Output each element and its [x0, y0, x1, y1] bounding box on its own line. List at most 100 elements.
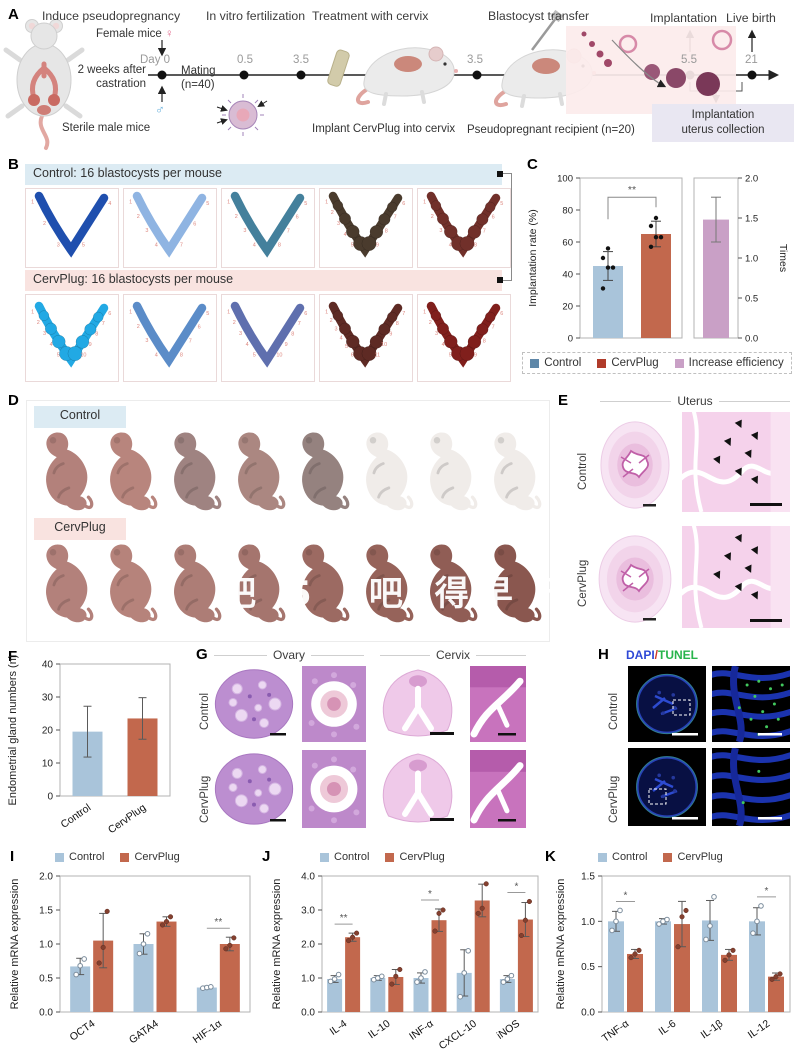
bar — [93, 940, 114, 1012]
svg-text:3: 3 — [239, 331, 242, 337]
svg-text:9: 9 — [389, 332, 392, 338]
svg-text:0: 0 — [47, 792, 53, 803]
legend-swatch — [663, 852, 673, 862]
stage-treatment: Treatment with cervix — [312, 9, 429, 23]
ovary-overview-image — [214, 753, 294, 825]
svg-text:3: 3 — [439, 228, 442, 234]
svg-text:3: 3 — [334, 327, 337, 333]
legend-swatch — [674, 358, 684, 368]
svg-text:1: 1 — [227, 199, 230, 205]
svg-text:4: 4 — [344, 232, 347, 238]
svg-text:6: 6 — [402, 201, 405, 207]
svg-text:1: 1 — [423, 309, 426, 315]
bar — [196, 987, 217, 1012]
pup-image — [492, 430, 542, 512]
tunel-zoom-image — [712, 666, 790, 742]
legend-item: Control — [320, 851, 369, 863]
svg-text:4: 4 — [449, 243, 452, 249]
legend-swatch — [385, 852, 395, 862]
svg-text:IL-10: IL-10 — [366, 1018, 393, 1042]
legend-item: CervPlug — [597, 357, 659, 369]
ivf-egg-illustration — [216, 94, 268, 136]
bar — [431, 920, 447, 1012]
svg-text:9: 9 — [285, 342, 288, 348]
pup-image — [172, 430, 222, 512]
svg-text:3: 3 — [243, 228, 246, 234]
svg-text:2: 2 — [137, 324, 140, 330]
svg-text:2.0: 2.0 — [301, 940, 315, 951]
svg-text:40: 40 — [562, 270, 573, 281]
watermark-text: 吧 5 (吧 得早 刊三 — [222, 574, 633, 614]
svg-text:Relative mRNA expression: Relative mRNA expression — [271, 879, 283, 1010]
svg-text:2: 2 — [233, 320, 236, 326]
uterus-image: 1 2 3 4 5 6 7 8 9 10 — [25, 294, 119, 382]
legend-item: Control — [530, 357, 581, 369]
svg-text:5: 5 — [206, 311, 209, 317]
castration-label: 2 weeks after castration — [77, 64, 146, 91]
h-control-row-label: Control — [608, 692, 620, 730]
svg-text:*: * — [624, 890, 628, 901]
svg-text:IL-1β: IL-1β — [699, 1018, 726, 1042]
svg-text:1: 1 — [31, 199, 34, 205]
svg-text:*: * — [765, 886, 769, 897]
svg-text:IL-12: IL-12 — [746, 1018, 773, 1042]
svg-text:80: 80 — [562, 206, 573, 217]
svg-text:10: 10 — [276, 353, 282, 359]
b-cervplug-header: CervPlug: 16 blastocysts per mouse — [25, 270, 502, 291]
ovary-zoom-image — [302, 750, 366, 828]
panel-h-label: H — [598, 646, 609, 663]
cervix-overview-image — [382, 753, 454, 823]
bar — [133, 944, 154, 1012]
svg-text:4: 4 — [108, 201, 111, 207]
svg-text:4.0: 4.0 — [301, 872, 315, 883]
bar — [499, 979, 515, 1012]
tick-3-5b: 3.5 — [467, 54, 483, 66]
svg-text:2: 2 — [431, 214, 434, 220]
svg-text:1.5: 1.5 — [39, 906, 53, 917]
svg-text:10: 10 — [80, 353, 86, 359]
svg-text:4: 4 — [442, 342, 445, 348]
svg-text:6: 6 — [296, 215, 299, 221]
c-legend: Control CervPlug Increase efficiency — [522, 352, 792, 374]
bar — [608, 921, 624, 1012]
h-cervplug-row-label: CervPlug — [608, 775, 620, 823]
stage-transfer: Blastocyst transfer — [488, 9, 590, 23]
tick-21: 21 — [745, 54, 758, 66]
svg-text:7: 7 — [189, 338, 192, 344]
ovary-zoom-image — [302, 666, 366, 742]
svg-text:6: 6 — [351, 353, 354, 359]
svg-text:3.0: 3.0 — [301, 906, 315, 917]
svg-text:6: 6 — [492, 215, 495, 221]
panel-g-label: G — [196, 646, 208, 663]
bar — [655, 921, 671, 1012]
svg-text:10: 10 — [42, 759, 54, 770]
svg-text:2: 2 — [235, 214, 238, 220]
bar — [345, 937, 361, 1012]
svg-text:2: 2 — [137, 214, 140, 220]
h-dapi-tunel-title: DAPI/TUNEL — [626, 648, 699, 662]
g-cervix-title: Cervix — [380, 648, 526, 662]
male-symbol: ♂ — [155, 102, 165, 117]
uterus-inset-image — [682, 412, 790, 512]
implant-caption: Implant CervPlug into cervix — [312, 123, 456, 135]
svg-text:0.0: 0.0 — [39, 1008, 53, 1019]
svg-text:INF-α: INF-α — [407, 1018, 436, 1043]
svg-text:4: 4 — [155, 353, 158, 359]
stage-livebirth: Live birth — [726, 11, 776, 25]
ovary-overview-image — [214, 669, 294, 739]
stage-ivf: In vitro fertilization — [206, 9, 306, 23]
d-cervplug-header: CervPlug — [34, 518, 126, 540]
svg-text:6: 6 — [500, 311, 503, 317]
bar — [517, 919, 533, 1012]
svg-text:5: 5 — [500, 201, 503, 207]
d-control-pups-row — [36, 430, 546, 514]
svg-text:Control: Control — [59, 802, 94, 831]
svg-text:2.0: 2.0 — [745, 174, 758, 185]
svg-text:1.5: 1.5 — [745, 214, 758, 225]
connector-line — [503, 173, 511, 174]
svg-text:3: 3 — [57, 243, 60, 249]
svg-text:HIF-1α: HIF-1α — [191, 1018, 224, 1046]
svg-text:8: 8 — [385, 228, 388, 234]
